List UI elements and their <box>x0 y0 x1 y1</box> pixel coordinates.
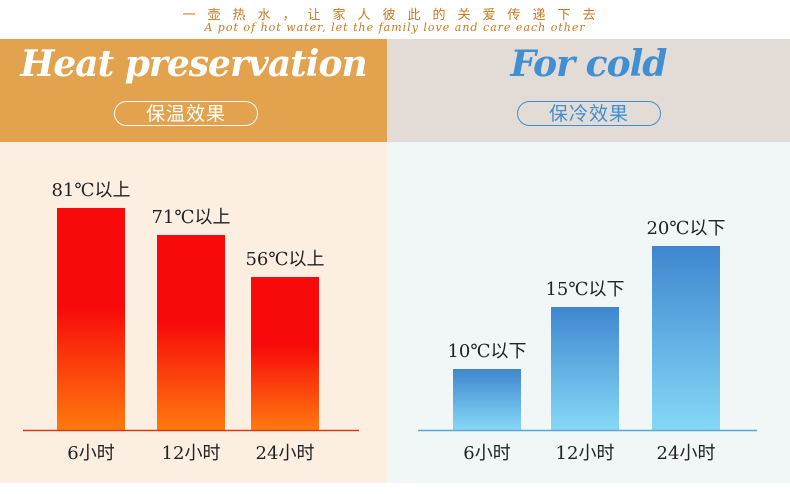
heat-preservation-subtitle: 保温效果 <box>114 101 258 126</box>
cold-keeping-subtitle: 保冷效果 <box>517 101 661 126</box>
cold-bar-2 <box>551 307 619 430</box>
slogan-chinese: 一壶热水，让家人彼此的关爱传递下去 <box>182 8 608 23</box>
cold-category-label-2: 12小时 <box>556 443 615 464</box>
heat-bar-3 <box>251 277 319 430</box>
heat-bar-2 <box>157 235 225 430</box>
heat-value-label-2: 71℃以上 <box>151 207 230 228</box>
heat-preservation-title: Heat preservation <box>20 43 367 85</box>
cold-category-label-1: 6小时 <box>463 443 510 464</box>
heat-category-label-1: 6小时 <box>67 443 114 464</box>
heat-category-label-2: 12小时 <box>162 443 221 464</box>
slogan-english: A pot of hot water, let the family love … <box>204 21 586 34</box>
cold-value-label-3: 20℃以下 <box>646 218 725 239</box>
cold-keeping-title: For cold <box>510 43 668 85</box>
heat-bar-1 <box>57 208 125 430</box>
heat-category-label-3: 24小时 <box>256 443 315 464</box>
heat-value-label-3: 56℃以上 <box>245 249 324 270</box>
cold-category-label-3: 24小时 <box>657 443 716 464</box>
cold-bar-3 <box>652 246 720 430</box>
heat-preservation-header: Heat preservation 保温效果 <box>0 39 387 142</box>
heat-value-label-1: 81℃以上 <box>51 180 130 201</box>
cold-value-label-2: 15℃以下 <box>545 279 624 300</box>
cold-bar-1 <box>453 369 521 430</box>
cold-value-label-1: 10℃以下 <box>447 341 526 362</box>
cold-keeping-header: For cold 保冷效果 <box>387 39 790 142</box>
bottom-strip <box>0 483 790 494</box>
